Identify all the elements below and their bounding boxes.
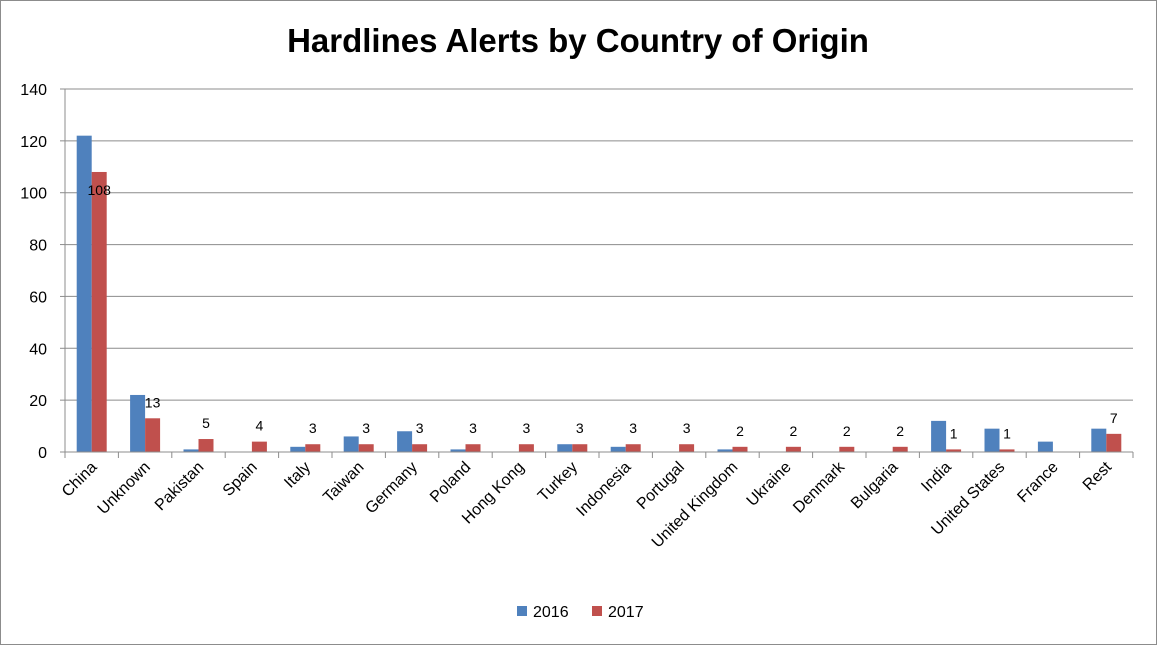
bar-2016-china [76,135,92,452]
data-label: 13 [145,394,161,410]
x-tick-label: Unknown [95,459,154,518]
gridlines [65,88,1133,401]
bar-2016-italy [290,446,306,452]
bar-2016-france [1037,441,1053,452]
x-tick-label: Rest [1080,458,1116,494]
data-label: 3 [309,420,317,436]
bar-2017-united-states [999,449,1015,452]
legend-swatch-2016 [517,606,527,616]
x-tick-label: Italy [281,459,314,492]
data-label: 3 [576,420,584,436]
bar-2016-taiwan [343,436,359,452]
x-tick-label: France [1014,459,1061,506]
data-label: 4 [256,418,264,434]
data-label: 3 [629,420,637,436]
bar-2017-spain [251,441,267,452]
x-tick-label: Turkey [535,459,581,505]
bar-2017-portugal [679,444,695,452]
data-label: 2 [790,423,798,439]
data-label: 3 [416,420,424,436]
x-tick-label: Germany [362,459,421,518]
bar-2016-unknown [130,394,146,452]
data-label: 1 [1003,425,1011,441]
bar-2017-indonesia [625,444,641,452]
data-label: 2 [736,423,744,439]
data-label: 5 [202,415,210,431]
bar-2017-denmark [839,446,855,452]
x-tick-label: India [918,459,955,496]
y-tick-label: 0 [38,445,47,462]
bar-2016-turkey [557,444,573,452]
bar-2017-united-kingdom [732,446,748,452]
data-labels: 108 13 5 4 3 3 3 3 3 3 3 3 2 2 2 2 1 1 7 [88,182,1118,441]
chart-title: Hardlines Alerts by Country of Origin [287,22,869,59]
y-tick-label: 140 [20,82,47,99]
y-tick-label: 120 [20,134,47,151]
data-label: 108 [88,182,112,198]
legend-swatch-2017 [592,606,602,616]
bar-2016-india [931,420,947,452]
bar-2017-poland [465,444,481,452]
data-label: 3 [362,420,370,436]
x-tick-label: Portugal [634,459,688,513]
y-tick-label: 100 [20,186,47,203]
x-tick-label: Spain [220,459,261,500]
x-tick-label: Denmark [790,458,849,517]
x-tick-label: China [59,459,101,501]
bar-2016-poland [450,449,466,452]
bar-2017-italy [305,444,321,452]
bar-2017-rest [1106,433,1122,452]
bar-2017-unknown [145,418,161,452]
data-label: 7 [1110,410,1118,426]
bars [76,135,1122,452]
legend-label-2016: 2016 [533,604,569,621]
data-label: 2 [896,423,904,439]
y-axis: 0 20 40 60 80 100 120 140 [20,82,66,462]
bar-2017-hong-kong [518,444,534,452]
x-tick-label: Taiwan [320,459,367,506]
x-tick-label: Pakistan [152,459,207,514]
legend-label-2017: 2017 [608,604,644,621]
bar-2017-ukraine [785,446,801,452]
bar-2016-united-states [984,428,1000,452]
bar-2016-united-kingdom [717,449,733,452]
y-tick-label: 40 [29,341,47,358]
x-tick-label: Indonesia [573,459,634,520]
x-tick-label: Poland [427,459,474,506]
bar-2017-pakistan [198,439,214,452]
x-tick-label: Ukraine [744,459,795,510]
bar-2016-indonesia [610,446,626,452]
bar-2017-germany [412,444,428,452]
data-label: 2 [843,423,851,439]
y-tick-label: 80 [29,238,47,255]
bar-2017-china [91,171,107,452]
bar-2017-india [946,449,962,452]
bar-2016-pakistan [183,449,199,452]
data-label: 3 [469,420,477,436]
legend: 2016 2017 [517,604,644,621]
x-tick-label: Bulgaria [848,459,902,513]
data-label: 3 [523,420,531,436]
data-label: 1 [950,425,958,441]
y-tick-label: 60 [29,289,47,306]
bar-2017-taiwan [358,444,374,452]
data-label: 3 [683,420,691,436]
bar-2017-turkey [572,444,588,452]
bar-2016-rest [1091,428,1107,452]
bar-2016-germany [397,431,413,452]
bar-2017-bulgaria [892,446,908,452]
y-tick-label: 20 [29,393,47,410]
